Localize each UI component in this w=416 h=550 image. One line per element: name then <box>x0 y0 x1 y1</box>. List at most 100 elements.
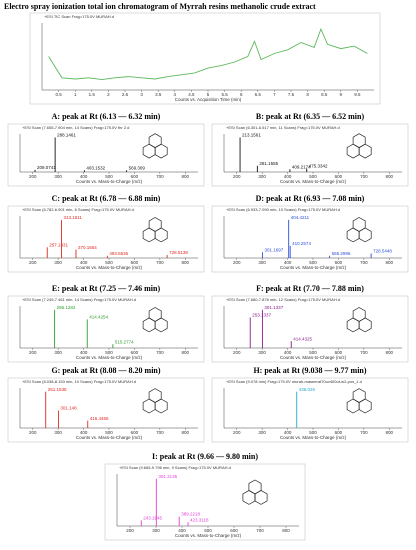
x-tick-label: 0.5 <box>55 92 62 97</box>
plot-frame <box>7 377 205 443</box>
x-tick-label: 3.5 <box>155 92 162 97</box>
peak-label: 475.3342 <box>309 164 328 169</box>
peak-label: 436.026 <box>299 387 316 392</box>
x-tick-label: 300 <box>258 430 266 435</box>
plot-frame <box>211 295 409 363</box>
x-tick-label: 600 <box>230 528 238 533</box>
x-tick-label: 300 <box>258 174 266 179</box>
structure-ring <box>142 227 156 243</box>
peak-label: 257.1331 <box>49 242 68 247</box>
peak-label: 404.4211 <box>291 215 310 220</box>
x-tick-label: 800 <box>386 174 394 179</box>
plot-frame <box>211 123 409 187</box>
x-tick-label: 500 <box>105 430 113 435</box>
x-tick-label: 2.5 <box>122 92 129 97</box>
x-tick-label: 300 <box>54 430 62 435</box>
x-tick-label: 500 <box>309 350 317 355</box>
structure-ring <box>346 398 360 414</box>
peak-label: 389.2218 <box>181 512 200 517</box>
x-tick-label: 6 <box>240 92 243 97</box>
x-tick-label: 8.5 <box>321 92 328 97</box>
x-tick-label: 200 <box>233 350 241 355</box>
x-tick-label: 400 <box>284 174 292 179</box>
structure-ring <box>154 143 168 159</box>
x-tick-label: 200 <box>29 174 37 179</box>
x-tick-label: 700 <box>156 350 164 355</box>
x-tick-label: 300 <box>54 260 62 265</box>
peak-label: 251.1535 <box>48 387 67 392</box>
x-tick-label: 600 <box>335 174 343 179</box>
panel-title: F: peak at Rt (7.70 — 7.88 min) <box>256 284 364 293</box>
x-tick-label: 4.5 <box>188 92 195 97</box>
x-tick-label: 700 <box>156 260 164 265</box>
x-tick-label: 300 <box>258 350 266 355</box>
plot-frame <box>7 123 205 187</box>
x-tick-label: 500 <box>309 260 317 265</box>
x-tick-label: 800 <box>182 430 190 435</box>
x-tick-label: 500 <box>105 260 113 265</box>
x-tick-label: 7.5 <box>288 92 295 97</box>
x-tick-label: 200 <box>29 260 37 265</box>
x-tick-label: 5 <box>207 92 210 97</box>
x-tick-label: 600 <box>131 174 139 179</box>
x-tick-label: 200 <box>233 174 241 179</box>
peak-label: 370.1654 <box>78 245 97 250</box>
peak-label: 416.4455 <box>90 416 109 421</box>
x-tick-label: 800 <box>182 350 190 355</box>
peak-label: 213.1561 <box>242 133 261 138</box>
structure-ring <box>358 143 372 159</box>
x-tick-label: 400 <box>284 430 292 435</box>
x-tick-label: 500 <box>309 174 317 179</box>
x-tick-label: 6.5 <box>255 92 262 97</box>
x-tick-label: 1.5 <box>89 92 96 97</box>
x-tick-label: 5.5 <box>221 92 228 97</box>
structure-ring <box>254 489 268 505</box>
x-tick-label: 400 <box>80 260 88 265</box>
x-tick-label: 700 <box>256 528 264 533</box>
x-tick-label: 8 <box>306 92 309 97</box>
x-tick-label: 800 <box>282 528 290 533</box>
scan-header: +ESI Scan (7.680-7.876 min, 12 Scans) Fr… <box>226 297 340 302</box>
structure-ring <box>248 479 262 495</box>
x-axis-label: Counts vs. Mass-to-Charge (m/z) <box>280 435 347 440</box>
panel-title: E: peak at Rt (7.25 — 7.46 min) <box>52 284 161 293</box>
panel-title: G: peak at Rt (8.08 — 8.20 min) <box>51 366 160 375</box>
structure-ring <box>148 133 162 149</box>
x-tick-label: 2 <box>107 92 110 97</box>
x-tick-label: 800 <box>386 260 394 265</box>
x-axis-label: Counts vs. Mass-to-Charge (m/z) <box>76 179 143 184</box>
x-tick-label: 700 <box>360 174 368 179</box>
x-tick-label: 200 <box>29 350 37 355</box>
x-tick-label: 800 <box>386 350 394 355</box>
peak-label: 403.1532 <box>86 165 105 170</box>
x-tick-label: 200 <box>233 260 241 265</box>
structure-ring <box>142 398 156 414</box>
structure-ring <box>154 317 168 333</box>
x-tick-label: 500 <box>309 430 317 435</box>
x-axis-label: Counts vs. Mass-to-Charge (m/z) <box>175 533 242 538</box>
x-tick-label: 200 <box>126 528 134 533</box>
panel-title: B: peak at Rt (6.35 — 6.52 min) <box>256 112 365 121</box>
x-tick-label: 700 <box>360 430 368 435</box>
plot-frame <box>104 463 306 541</box>
x-tick-label: 400 <box>80 350 88 355</box>
structure-ring <box>242 489 256 505</box>
plot-frame <box>7 205 205 273</box>
plot-frame <box>211 377 409 443</box>
x-tick-label: 400 <box>178 528 186 533</box>
peak-label: 301.1697 <box>264 247 283 252</box>
x-tick-label: 400 <box>284 260 292 265</box>
x-tick-label: 600 <box>131 260 139 265</box>
x-tick-label: 600 <box>335 260 343 265</box>
x-axis-label: Counts vs. Mass-to-Charge (m/z) <box>76 435 143 440</box>
x-tick-label: 4 <box>174 92 177 97</box>
scan-header: +ESI Scan (8.038-8.153 min, 10 Scans) Fr… <box>22 379 136 384</box>
x-tick-label: 400 <box>284 350 292 355</box>
figure-title: Electro spray ionization total ion chrom… <box>4 2 316 11</box>
x-tick-label: 7 <box>273 92 276 97</box>
structure-ring <box>148 307 162 322</box>
peak-label: 409.2174 <box>292 164 311 169</box>
structure-ring <box>352 307 366 322</box>
structure-ring <box>346 317 360 333</box>
